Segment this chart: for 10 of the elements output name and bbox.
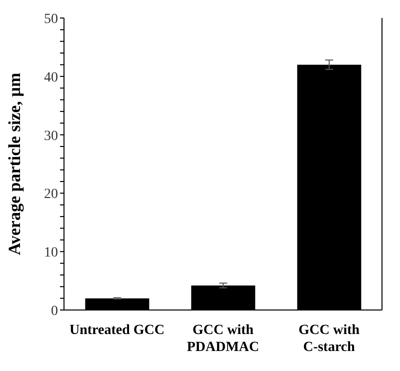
- x-tick-label: Untreated GCC: [69, 323, 165, 338]
- x-tick-label: GCC with C-starch: [298, 323, 360, 355]
- y-axis-title: Average particle size, µm: [5, 72, 24, 256]
- y-tick-label: 10: [44, 246, 58, 261]
- y-tick-label: 40: [44, 70, 58, 86]
- y-tick-label: 0: [51, 304, 58, 319]
- y-tick-label: 50: [44, 12, 58, 27]
- y-tick-label: 30: [44, 128, 58, 144]
- y-tick-label: 20: [44, 187, 58, 202]
- x-tick-label: GCC with PDADMAC: [186, 323, 260, 355]
